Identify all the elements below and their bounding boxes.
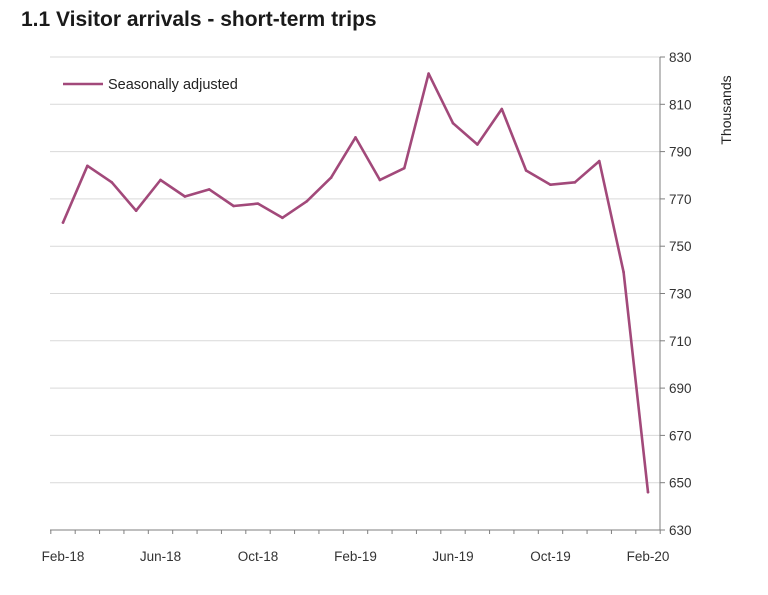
- y-tick-label: 650: [669, 476, 692, 491]
- y-axis-title: Thousands: [718, 75, 734, 144]
- data-point: [597, 159, 601, 163]
- data-point: [549, 183, 552, 187]
- y-tick-label: 690: [669, 381, 692, 396]
- gridlines: [50, 56, 660, 484]
- data-point: [500, 107, 504, 111]
- y-tick-label: 830: [669, 50, 692, 65]
- x-tick-label: Oct-18: [238, 549, 279, 564]
- data-point: [524, 169, 528, 172]
- y-axis-ticks: 630 650 670 690 710 730 750 770 790 810 830: [660, 50, 692, 538]
- y-tick-label: 770: [669, 192, 692, 207]
- data-point: [256, 202, 260, 205]
- y-tick-label: 750: [669, 239, 692, 254]
- data-point: [427, 72, 430, 75]
- data-point: [402, 166, 406, 170]
- y-tick-label: 810: [669, 97, 692, 112]
- data-point: [61, 221, 65, 224]
- x-tick-label: Jun-19: [432, 549, 473, 564]
- y-tick-label: 790: [669, 145, 692, 160]
- chart-title: 1.1 Visitor arrivals - short-term trips: [21, 8, 377, 31]
- x-axis-ticks: Feb-18 Jun-18 Oct-18 Feb-19 Jun-19 Oct-19 Feb-…: [42, 530, 670, 564]
- legend: Seasonally adjusted: [63, 77, 238, 93]
- y-tick-label: 730: [669, 287, 692, 302]
- data-point: [232, 204, 235, 208]
- y-tick-label: 630: [669, 523, 692, 538]
- data-point: [305, 199, 309, 203]
- data-point: [281, 216, 284, 220]
- data-point: [134, 209, 138, 213]
- data-point: [622, 270, 625, 274]
- data-point: [183, 195, 187, 198]
- data-point: [110, 181, 114, 184]
- data-point: [86, 164, 89, 168]
- data-point: [476, 143, 479, 146]
- y-tick-label: 670: [669, 428, 692, 443]
- x-tick-label: Jun-18: [140, 549, 181, 564]
- x-tick-label: Feb-18: [42, 549, 85, 564]
- data-point: [573, 181, 577, 184]
- legend-label: Seasonally adjusted: [108, 77, 238, 93]
- data-point: [207, 188, 211, 191]
- data-point: [451, 121, 455, 125]
- x-tick-label: Feb-20: [627, 549, 670, 564]
- x-tick-label: Feb-19: [334, 549, 377, 564]
- data-point: [159, 178, 162, 182]
- data-point: [378, 178, 382, 182]
- data-point: [329, 176, 333, 179]
- data-point: [354, 136, 357, 139]
- x-tick-label: Oct-19: [530, 549, 571, 564]
- y-tick-label: 710: [669, 334, 692, 349]
- data-point: [646, 490, 650, 494]
- series-group: [61, 72, 650, 494]
